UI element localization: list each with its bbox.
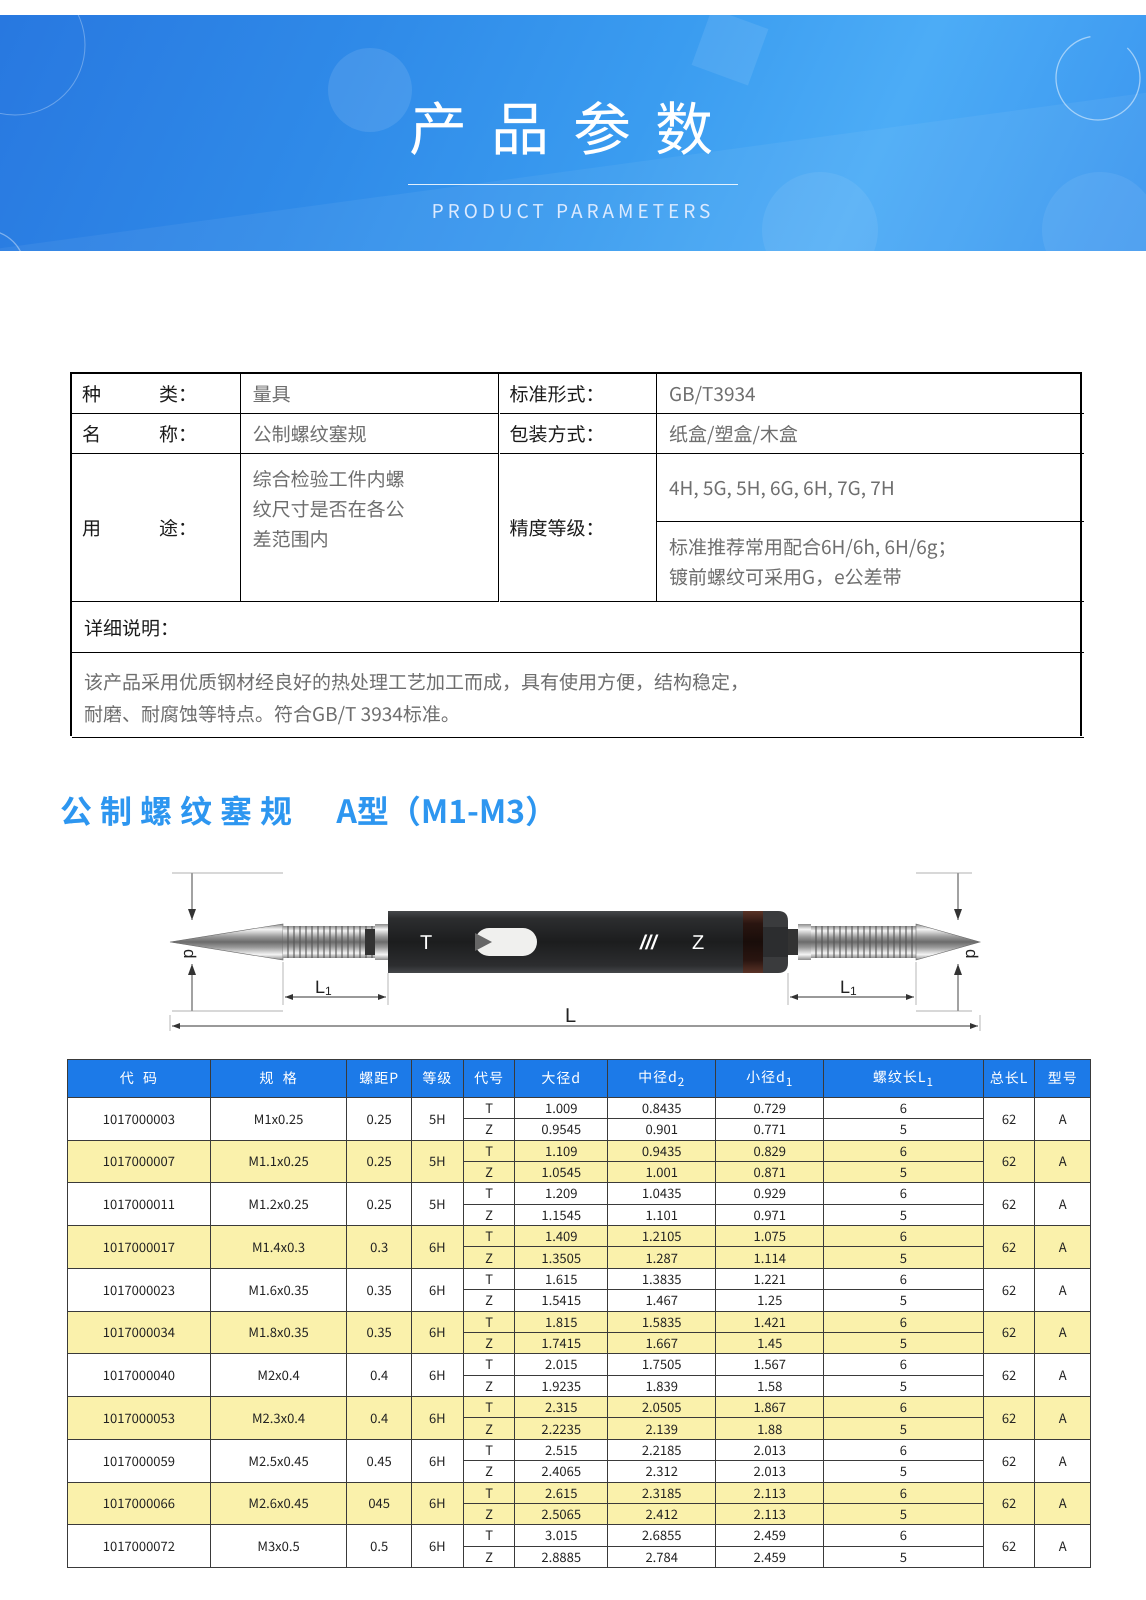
svg-text:d: d <box>180 949 199 958</box>
svg-text:Z: Z <box>692 932 704 954</box>
svg-text:L1: L1 <box>315 977 332 998</box>
svg-text:L: L <box>565 1005 576 1027</box>
svg-text:T: T <box>420 932 432 954</box>
svg-text:d: d <box>962 949 981 958</box>
svg-text:L1: L1 <box>840 977 857 998</box>
svg-text:///: /// <box>639 932 659 954</box>
